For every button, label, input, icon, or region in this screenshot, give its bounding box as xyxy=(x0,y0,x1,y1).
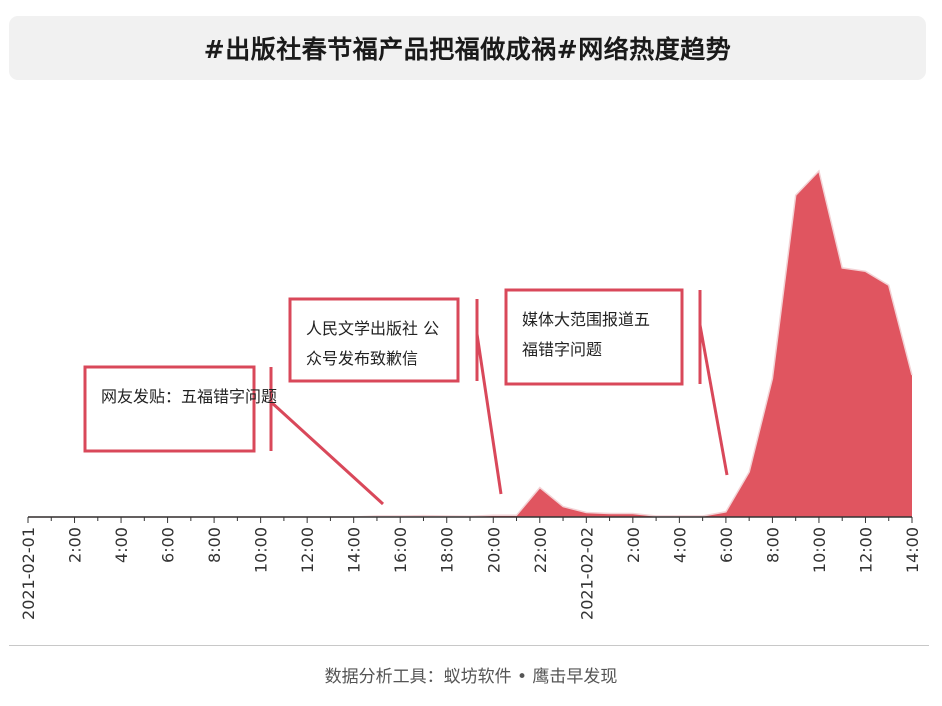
annotation-leader xyxy=(269,400,385,506)
annotation-leader xyxy=(698,324,729,476)
x-tick-label: 2:00 xyxy=(624,527,643,563)
annotation-text: 福错字问题 xyxy=(522,340,602,359)
annotation-box xyxy=(504,288,684,386)
annotation-text: 媒体大范围报道五 xyxy=(522,310,650,329)
x-tick-label: 20:00 xyxy=(484,527,503,573)
annotation-text: 网友发贴：五福错字问题 xyxy=(101,387,277,406)
x-tick-label: 12:00 xyxy=(857,527,876,573)
x-tick-label: 4:00 xyxy=(670,527,689,563)
heat-area xyxy=(28,171,912,517)
x-tick-label: 10:00 xyxy=(810,527,829,573)
x-tick-label: 14:00 xyxy=(345,527,364,573)
chart-title: #出版社春节福产品把福做成祸#网络热度趋势 xyxy=(203,35,732,64)
x-tick-label: 2021-02-02 xyxy=(577,527,596,620)
x-tick-label: 22:00 xyxy=(531,527,550,573)
footer-divider xyxy=(9,645,929,646)
x-tick-label: 8:00 xyxy=(205,527,224,563)
x-tick-label: 8:00 xyxy=(763,527,782,563)
annotation-box xyxy=(83,365,256,453)
x-tick-label: 6:00 xyxy=(717,527,736,563)
x-tick-label: 14:00 xyxy=(903,527,922,573)
annotation-text: 人民文学出版社 公 xyxy=(306,319,439,338)
x-tick-label: 18:00 xyxy=(438,527,457,573)
x-tick-label: 10:00 xyxy=(252,527,271,573)
x-tick-label: 4:00 xyxy=(112,527,131,563)
annotation-leader xyxy=(475,333,503,495)
x-tick-label: 12:00 xyxy=(298,527,317,573)
footer-credit: 数据分析工具：蚁坊软件 • 鹰击早发现 xyxy=(324,667,618,687)
annotation-text: 众号发布致歉信 xyxy=(306,349,418,368)
title-bar: #出版社春节福产品把福做成祸#网络热度趋势 xyxy=(9,16,926,80)
x-tick-label: 6:00 xyxy=(159,527,178,563)
chart: 2021-02-01 2:00 4:00 6:00 8:00 10:00 12:00 14:0… xyxy=(19,169,922,620)
annotation-box xyxy=(288,297,460,383)
x-tick-label: 16:00 xyxy=(391,527,410,573)
x-tick-label: 2021-02-01 xyxy=(19,527,38,620)
x-tick-label: 2:00 xyxy=(66,527,85,563)
